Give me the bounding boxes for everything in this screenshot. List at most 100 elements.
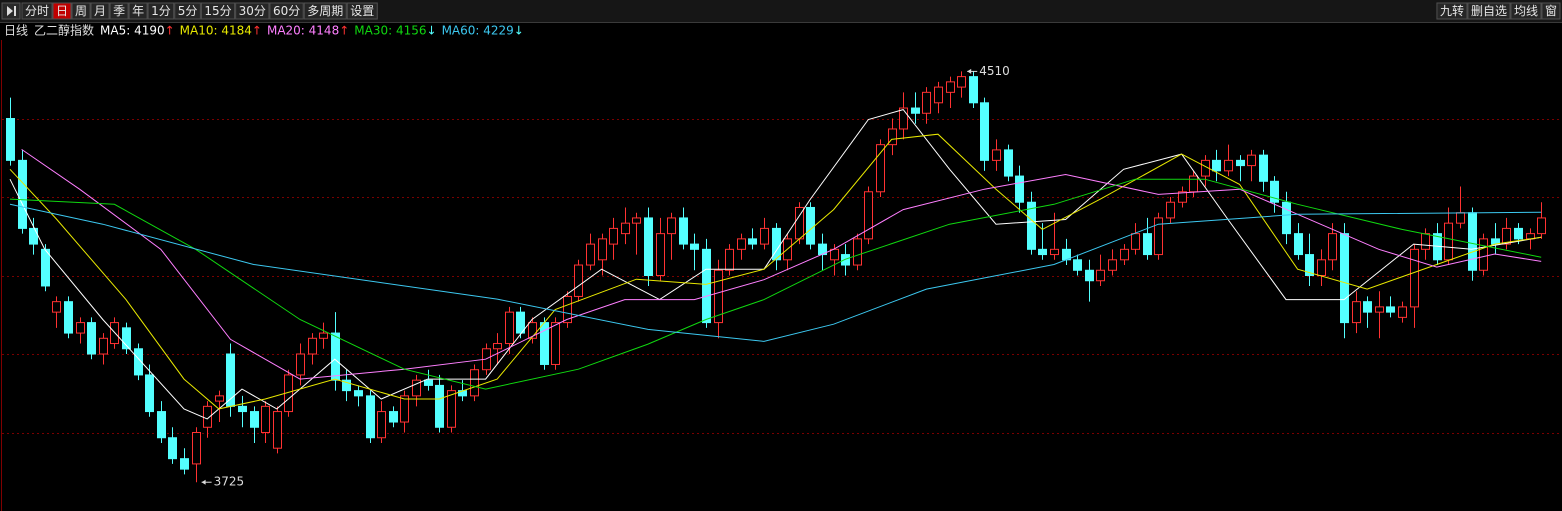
- button-label[interactable]: 年: [132, 4, 144, 18]
- button-label[interactable]: 多周期: [307, 4, 343, 18]
- toolbar-button[interactable]: 60分: [269, 2, 304, 20]
- toolbar-button[interactable]: 月: [90, 2, 110, 20]
- toolbar-button[interactable]: 删自选: [1467, 2, 1511, 20]
- button-bg[interactable]: [200, 2, 236, 20]
- candle-body: [424, 379, 433, 386]
- candle-body: [1444, 222, 1453, 261]
- candle-body: [1363, 301, 1372, 313]
- ma-line: [21, 148, 1542, 380]
- button-label[interactable]: 15分: [204, 4, 231, 18]
- toolbar-button[interactable]: 多周期: [303, 2, 347, 20]
- toolbar-button[interactable]: 1分: [147, 2, 175, 20]
- candle-body: [1398, 306, 1407, 318]
- candle-body: [957, 76, 966, 88]
- button-bg[interactable]: [346, 2, 378, 20]
- toolbar-button[interactable]: 均线: [1510, 2, 1542, 20]
- candle-body: [806, 206, 815, 245]
- toolbar-button[interactable]: 15分: [200, 2, 236, 20]
- candle-body: [679, 217, 688, 245]
- candle-body: [946, 81, 955, 93]
- button-bg[interactable]: [71, 2, 91, 20]
- button-bg[interactable]: [52, 2, 72, 20]
- candle-body: [1410, 248, 1419, 308]
- candle-body: [922, 91, 931, 114]
- button-label[interactable]: 季: [113, 4, 125, 18]
- play-icon[interactable]: [1, 2, 21, 20]
- legend-entry: MA5: 4190: [100, 24, 165, 38]
- toolbar-button[interactable]: 日: [52, 2, 72, 20]
- button-label[interactable]: 九转: [1440, 3, 1464, 18]
- candle-body: [342, 379, 351, 392]
- candle-body: [748, 238, 757, 245]
- candle-body: [1224, 159, 1233, 172]
- button-bg[interactable]: [21, 2, 53, 20]
- button-bg[interactable]: [269, 2, 304, 20]
- candle-body: [64, 301, 73, 334]
- button-label[interactable]: 窗: [1545, 4, 1557, 18]
- annotation-arrowhead: [967, 68, 972, 74]
- legend-trend: ↓: [427, 24, 437, 38]
- legend-entry: MA60: 4229: [442, 24, 514, 38]
- candle-body: [690, 243, 699, 250]
- candle-body: [308, 337, 317, 355]
- toolbar-button[interactable]: 设置: [346, 2, 378, 20]
- candle-body: [969, 76, 978, 104]
- button-bg[interactable]: [90, 2, 110, 20]
- button-bg[interactable]: [147, 2, 175, 20]
- toolbar-button[interactable]: 窗: [1541, 2, 1561, 20]
- candle-body: [412, 379, 421, 397]
- toolbar-button[interactable]: 周: [71, 2, 91, 20]
- candle-body: [853, 238, 862, 266]
- instrument-name: 乙二醇指数: [34, 23, 94, 38]
- button-label[interactable]: 均线: [1514, 4, 1538, 18]
- button-label[interactable]: 设置: [350, 4, 374, 18]
- button-bg[interactable]: [174, 2, 201, 20]
- candle-body: [830, 248, 839, 261]
- candle-body: [145, 374, 154, 413]
- candle-body: [632, 217, 641, 224]
- button-bg[interactable]: [1467, 2, 1511, 20]
- toolbar-button[interactable]: 季: [109, 2, 129, 20]
- candle-body: [992, 149, 1001, 161]
- ma-line: [9, 133, 1542, 410]
- button-bg[interactable]: [303, 2, 347, 20]
- toolbar-button[interactable]: 九转: [1436, 2, 1468, 20]
- button-label[interactable]: 1分: [151, 4, 171, 18]
- candle-body: [273, 411, 282, 449]
- button-label[interactable]: 5分: [178, 4, 198, 18]
- button-bg[interactable]: [1436, 2, 1468, 20]
- candle-body: [435, 384, 444, 428]
- candle-body: [52, 301, 61, 313]
- candle-body: [1537, 217, 1546, 235]
- candle-body: [737, 238, 746, 250]
- candle-body: [134, 348, 143, 376]
- candle-body: [1050, 248, 1059, 256]
- button-bg[interactable]: [1541, 2, 1561, 20]
- toolbar: [0, 0, 1562, 22]
- toolbar-button[interactable]: 5分: [174, 2, 201, 20]
- legend-entry: MA10: 4184: [180, 24, 252, 38]
- button-label[interactable]: 分时: [25, 4, 49, 18]
- button-label[interactable]: 30分: [239, 4, 266, 18]
- button-label[interactable]: 日: [56, 4, 68, 18]
- candle-body: [528, 322, 537, 339]
- button-label[interactable]: 删自选: [1471, 4, 1507, 18]
- candle-body: [1189, 175, 1198, 193]
- button-label[interactable]: 60分: [273, 4, 300, 18]
- button-label[interactable]: 周: [75, 4, 87, 18]
- candle-body: [389, 411, 398, 423]
- period-label: 日线: [4, 24, 28, 38]
- toolbar-button[interactable]: 年: [128, 2, 148, 20]
- button-bg[interactable]: [235, 2, 270, 20]
- candle-body: [400, 395, 409, 423]
- button-label[interactable]: 月: [94, 4, 106, 18]
- toolbar-button[interactable]: 30分: [235, 2, 270, 20]
- candle-body: [899, 107, 908, 130]
- candle-body: [493, 343, 502, 350]
- button-bg[interactable]: [109, 2, 129, 20]
- button-bg[interactable]: [128, 2, 148, 20]
- button-bg[interactable]: [1510, 2, 1542, 20]
- toolbar-button[interactable]: 分时: [21, 2, 53, 20]
- candle-body: [1259, 154, 1268, 182]
